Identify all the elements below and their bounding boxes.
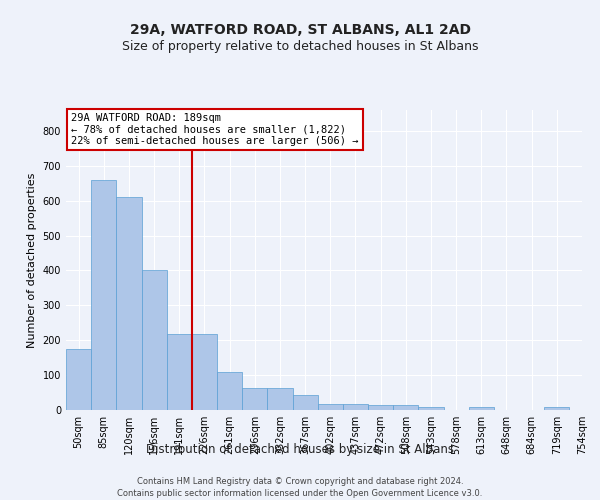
Text: Distribution of detached houses by size in St Albans: Distribution of detached houses by size …: [146, 442, 454, 456]
Text: Size of property relative to detached houses in St Albans: Size of property relative to detached ho…: [122, 40, 478, 53]
Text: 29A WATFORD ROAD: 189sqm
← 78% of detached houses are smaller (1,822)
22% of sem: 29A WATFORD ROAD: 189sqm ← 78% of detach…: [71, 113, 359, 146]
Bar: [116, 197, 142, 410]
Bar: [91, 180, 116, 410]
Bar: [343, 404, 368, 410]
Bar: [544, 407, 569, 410]
Bar: [293, 394, 318, 410]
Bar: [393, 405, 418, 410]
Bar: [167, 334, 192, 410]
Y-axis label: Number of detached properties: Number of detached properties: [27, 172, 37, 348]
Text: Contains public sector information licensed under the Open Government Licence v3: Contains public sector information licen…: [118, 489, 482, 498]
Bar: [418, 407, 443, 410]
Text: Contains HM Land Registry data © Crown copyright and database right 2024.: Contains HM Land Registry data © Crown c…: [137, 478, 463, 486]
Bar: [318, 404, 343, 410]
Bar: [192, 334, 217, 410]
Text: 29A, WATFORD ROAD, ST ALBANS, AL1 2AD: 29A, WATFORD ROAD, ST ALBANS, AL1 2AD: [130, 22, 470, 36]
Bar: [142, 270, 167, 410]
Bar: [217, 372, 242, 410]
Bar: [368, 405, 393, 410]
Bar: [66, 349, 91, 410]
Bar: [469, 407, 494, 410]
Bar: [268, 388, 293, 410]
Bar: [242, 388, 268, 410]
